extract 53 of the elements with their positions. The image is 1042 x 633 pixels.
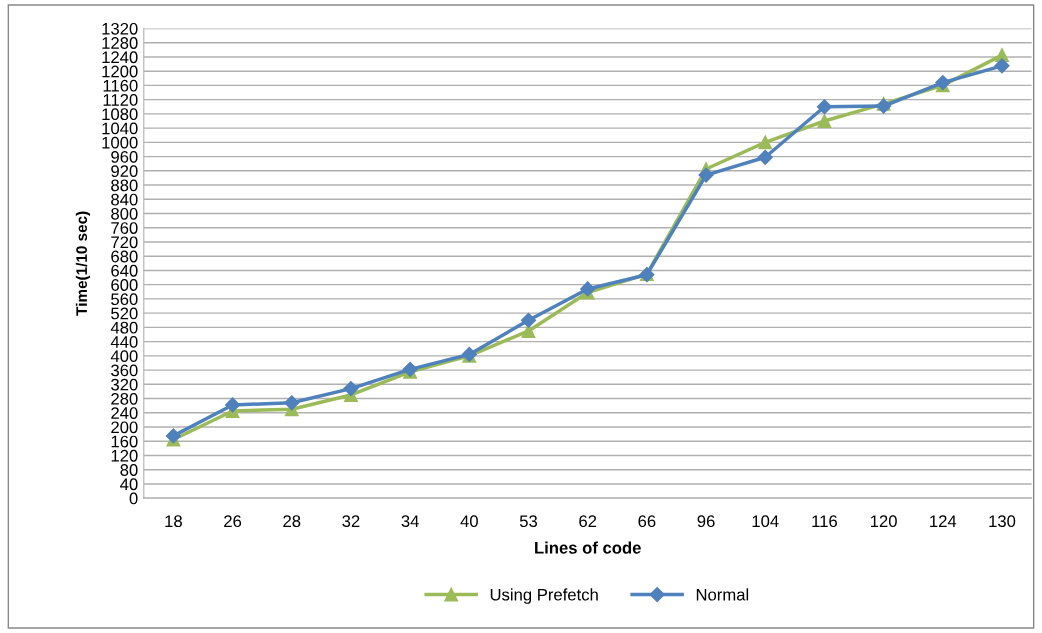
- y-tick-label: 520: [111, 307, 138, 320]
- x-tick-label: 53: [519, 515, 538, 528]
- y-tick-label: 480: [110, 321, 138, 334]
- y-tick-label: 840: [111, 193, 138, 206]
- y-tick-label: 320: [111, 378, 138, 391]
- x-tick-label: 96: [697, 515, 715, 528]
- y-axis-title: Time(1/10 sec): [75, 211, 91, 316]
- y-tick-label: 40: [120, 478, 138, 491]
- y-tick-label: 960: [111, 150, 138, 163]
- x-tick-label: 32: [342, 515, 360, 528]
- y-tick-label: 120: [111, 449, 138, 462]
- y-tick-label: 160: [111, 435, 138, 448]
- y-tick-label: 720: [111, 236, 138, 249]
- y-tick-label: 200: [111, 421, 138, 434]
- y-tick-label: 440: [110, 336, 138, 348]
- x-tick-label: 104: [752, 515, 779, 528]
- y-tick-label: 240: [111, 407, 138, 419]
- y-tick-label: 600: [111, 279, 138, 291]
- y-tick-label: 1000: [102, 136, 138, 149]
- x-tick-label: 18: [165, 515, 182, 528]
- x-tick-label: 66: [638, 515, 656, 528]
- x-tick-label: 116: [812, 515, 837, 528]
- y-tick-label: 880: [111, 179, 138, 192]
- y-tick-label: 1280: [102, 37, 138, 49]
- y-tick-label: 360: [111, 364, 138, 377]
- y-tick-label: 1080: [102, 108, 138, 121]
- x-tick-label: 28: [283, 515, 301, 528]
- y-tick-label: 760: [111, 222, 138, 234]
- y-tick-label: 560: [111, 293, 138, 306]
- y-tick-label: 80: [120, 464, 138, 476]
- x-axis-title: Lines of code: [535, 541, 641, 554]
- y-tick-label: 1320: [102, 22, 138, 35]
- x-tick-label: 34: [401, 515, 419, 528]
- y-tick-label: 400: [110, 350, 138, 363]
- y-tick-label: 1040: [102, 122, 138, 135]
- x-tick-label: 130: [989, 515, 1016, 528]
- y-tick-label: 920: [111, 165, 138, 178]
- y-tick-label: 1120: [103, 94, 138, 106]
- x-tick-label: 26: [224, 515, 242, 528]
- y-tick-label: 0: [129, 492, 138, 505]
- y-tick-label: 1160: [103, 79, 138, 92]
- y-tick-label: 1240: [102, 51, 138, 64]
- x-tick-label: 40: [460, 515, 478, 528]
- y-tick-label: 1200: [102, 65, 138, 78]
- x-tick-label: 124: [930, 515, 957, 527]
- legend-label: Using Prefetch: [490, 588, 598, 604]
- legend-label: Normal: [696, 588, 749, 601]
- x-tick-label: 62: [579, 515, 597, 528]
- y-tick-label: 680: [111, 250, 138, 263]
- x-tick-label: 120: [870, 515, 897, 528]
- y-tick-label: 280: [111, 392, 138, 405]
- y-tick-label: 640: [111, 264, 138, 277]
- y-tick-label: 800: [111, 207, 138, 220]
